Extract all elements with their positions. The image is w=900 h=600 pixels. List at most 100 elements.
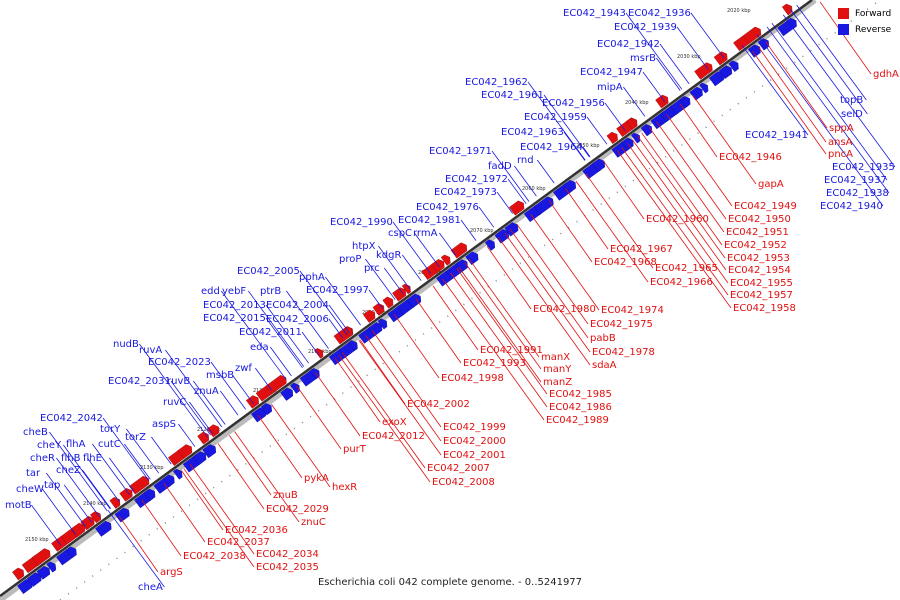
leader-line [109,457,135,492]
forward-gene-label-ec042-1960: EC042_1960 [646,214,709,225]
reverse-gene-label-ec042-1973: EC042_1973 [434,187,497,198]
leader-line [232,374,254,405]
reverse-gene-arrow [26,572,42,587]
leader-line [220,390,239,416]
leader-line [365,335,442,442]
leader-line [49,431,108,512]
leader-line [141,499,182,557]
leader-line [585,173,654,269]
leader-line [365,258,396,300]
leader-line [478,206,495,228]
forward-gene-label-ec042-1975: EC042_1975 [590,319,653,330]
leader-line [752,50,827,155]
tick-label: 2020 kbp [727,8,751,14]
reverse-gene-arrow [679,95,691,108]
leader-line [496,191,514,214]
legend-reverse-swatch [838,24,849,35]
leader-line [151,436,172,465]
forward-gene-label-ec042-2037: EC042_2037 [207,537,270,548]
forward-gene-label-ec042-1986: EC042_1986 [549,402,612,413]
reverse-gene-label-tar: tar [26,468,41,479]
reverse-gene-arrow [260,403,273,416]
leader-line [514,165,537,197]
leader-line [498,237,591,366]
leader-line [183,468,255,568]
leader-line [210,361,247,410]
reverse-gene-arrow [631,132,641,144]
forward-gene-label-sppa: sppA [829,123,854,134]
leader-line [299,270,348,336]
leader-line [92,443,130,495]
forward-gene-label-pnca: pncA [828,149,853,160]
leader-line [621,147,729,296]
reverse-gene-label-znua: znuA [194,386,219,397]
reverse-gene-label-ppha: pphA [299,272,325,283]
leader-line [486,245,532,310]
forward-gene-label-ec042-1993: EC042_1993 [463,358,526,369]
leader-line [575,180,649,283]
leader-line [328,304,350,334]
reverse-gene-label-tap: tap [44,480,60,491]
reverse-gene-arrow [280,387,294,401]
forward-gene-arrow [12,567,25,581]
leader-line [439,232,457,256]
reverse-gene-label-cheb: cheB [23,427,48,438]
forward-gene-label-ec042-1953: EC042_1953 [727,253,790,264]
forward-gene-arrow [70,522,86,538]
reverse-gene-arrow [163,474,175,487]
forward-gene-label-ec042-1999: EC042_1999 [443,422,506,433]
forward-gene-arrow [177,444,193,459]
forward-gene-label-hexr: hexR [332,482,357,493]
leader-line [193,380,226,425]
forward-gene-label-exox: exoX [382,417,407,428]
reverse-gene-label-ec042-2031: EC042_2031 [108,376,171,387]
forward-gene-label-ec042-2007: EC042_2007 [427,463,490,474]
reverse-gene-label-ec042-2005: EC042_2005 [237,266,300,277]
reverse-gene-label-ec042-1938: EC042_1938 [826,188,889,199]
reverse-gene-label-ec042-1942: EC042_1942 [597,39,660,50]
reverse-gene-label-flha: flhA [66,439,86,450]
leader-line [139,343,209,438]
leader-line [271,404,331,488]
reverse-gene-arrow [95,520,112,537]
reverse-gene-label-ec042-1947: EC042_1947 [580,67,643,78]
reverse-gene-label-ec042-1976: EC042_1976 [416,202,479,213]
reverse-gene-arrow [290,382,300,394]
leader-line [334,357,381,423]
reverse-gene-label-ec042-1971: EC042_1971 [429,146,492,157]
reverse-gene-label-chea: cheA [138,582,163,593]
reverse-gene-label-ec042-1964: EC042_1964 [520,142,583,153]
forward-gene-label-ec042-1980: EC042_1980 [533,304,596,315]
reverse-gene-label-rnd: rnd [517,155,534,166]
leader-line [758,46,827,143]
forward-gene-arrow [655,94,669,109]
leader-line [631,139,727,271]
forward-gene-label-ec042-2001: EC042_2001 [443,450,506,461]
forward-gene-label-ec042-2038: EC042_2038 [183,551,246,562]
tick-label: 2150 kbp [25,537,49,543]
reverse-gene-label-eda: eda [250,342,269,353]
tick-label: 2070 kbp [470,228,494,234]
leader-line [415,298,462,364]
forward-gene-label-ec042-1958: EC042_1958 [733,303,796,314]
leader-line [623,86,646,117]
leader-line [741,44,809,136]
forward-gene-arrow [392,287,407,302]
strand-legend: Forward Reverse [838,8,891,40]
legend-reverse: Reverse [838,24,891,40]
leader-line [358,340,442,456]
tick-label: 2030 kbp [677,54,701,60]
reverse-gene-label-ruvb: ruvB [167,376,190,387]
leader-line [604,102,626,132]
reverse-gene-label-ec042-2042: EC042_2042 [40,413,103,424]
forward-gene-arrow [314,348,324,359]
leader-line [178,423,196,447]
forward-gene-arrow [431,259,445,273]
forward-gene-label-ec042-2008: EC042_2008 [432,477,495,488]
reverse-gene-label-cspc: cspC [388,228,412,239]
leader-line [536,159,555,184]
leader-line [248,290,305,367]
forward-gene-arrow [713,51,728,66]
reverse-gene-label-torz: torZ [125,432,146,443]
reverse-gene-label-ec042-1962: EC042_1962 [465,77,528,88]
